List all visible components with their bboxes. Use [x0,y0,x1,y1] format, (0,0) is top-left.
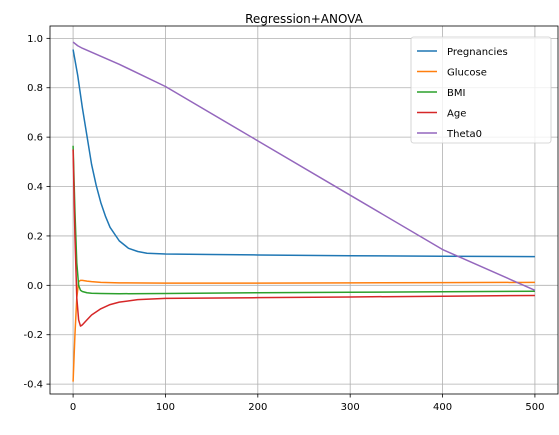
y-tick-label: -0.2 [23,330,43,341]
y-tick-label: 0.2 [27,231,43,242]
plot-frame [49,25,559,395]
series-group [72,41,536,382]
x-tick-label: 100 [156,402,175,413]
y-tick-label: -0.4 [23,380,43,391]
series-line-bmi [72,145,535,295]
y-tick-label: 1.0 [27,34,43,45]
x-tick-label: 200 [248,402,267,413]
y-tick-label: 0.8 [27,83,43,94]
x-tick-label: 400 [433,402,452,413]
y-tick-label: 0.4 [27,182,43,193]
y-axis: -0.4 -0.2 0.0 0.2 0.4 0.6 0.8 1.0 [23,34,50,391]
chart-title: Regression+ANOVA [245,12,364,26]
series-line-theta0 [72,41,536,291]
legend-label: BMI [447,88,465,99]
legend-label: Theta0 [446,129,482,140]
series-line-pregnancies [72,49,535,258]
legend-label: Pregnancies [447,47,508,58]
x-axis: 0 100 200 300 400 500 [70,394,544,413]
legend-box [410,36,552,144]
series-line-glucose [72,279,535,382]
x-tick-label: 0 [70,402,76,413]
x-tick-label: 300 [341,402,360,413]
legend: Pregnancies Glucose BMI Age Theta0 [410,36,552,144]
series-line-age [72,149,535,327]
y-tick-label: 0.6 [27,133,43,144]
x-tick-label: 500 [525,402,544,413]
legend-label: Age [447,109,466,120]
y-tick-label: 0.0 [27,281,43,292]
legend-label: Glucose [447,68,487,79]
